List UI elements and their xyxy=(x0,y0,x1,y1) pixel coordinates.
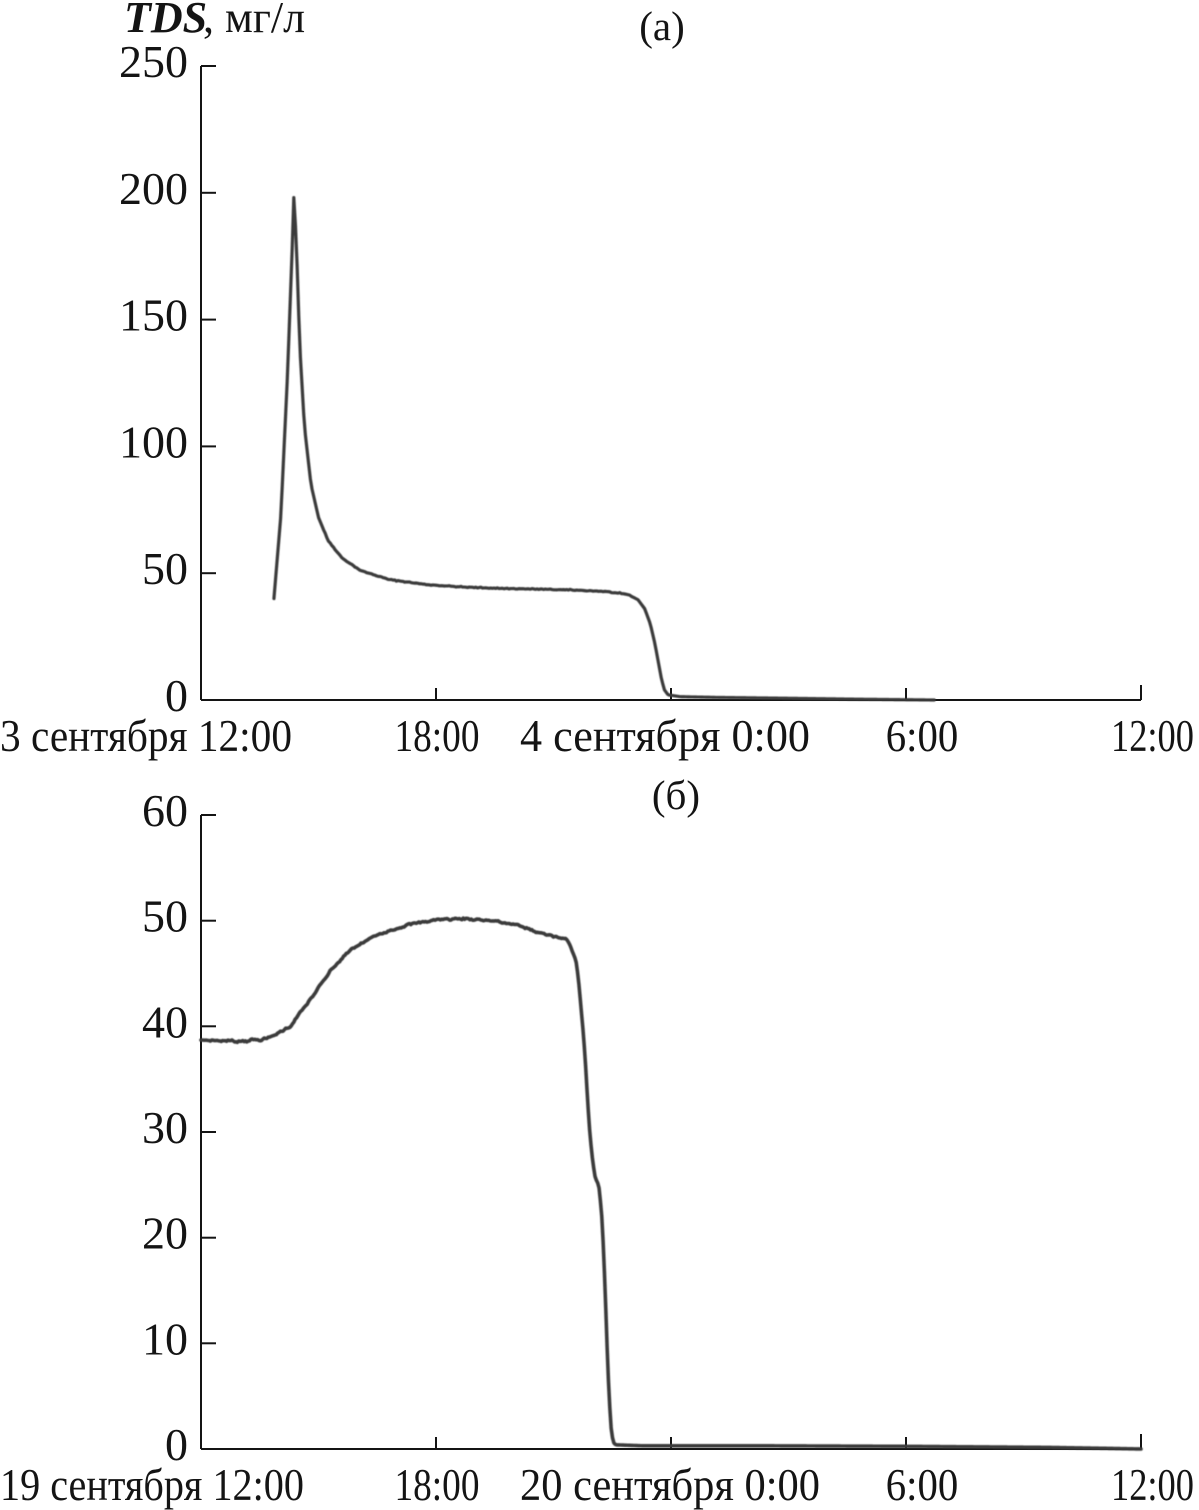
svg-text:100: 100 xyxy=(119,416,188,467)
svg-text:19 сентября 12:00: 19 сентября 12:00 xyxy=(0,1460,304,1510)
svg-text:12:00: 12:00 xyxy=(1111,1460,1194,1510)
svg-text:10: 10 xyxy=(142,1313,188,1364)
svg-text:30: 30 xyxy=(142,1102,188,1153)
svg-text:20: 20 xyxy=(142,1208,188,1259)
svg-text:60: 60 xyxy=(142,785,188,836)
svg-text:(а): (а) xyxy=(639,3,685,49)
svg-text:200: 200 xyxy=(119,163,188,214)
svg-text:, мг/л: , мг/л xyxy=(203,0,305,42)
svg-text:6:00: 6:00 xyxy=(886,1460,959,1510)
svg-text:(б): (б) xyxy=(652,772,700,818)
svg-text:250: 250 xyxy=(119,36,188,87)
svg-text:18:00: 18:00 xyxy=(395,711,480,761)
svg-text:150: 150 xyxy=(119,290,188,341)
svg-text:50: 50 xyxy=(142,543,188,594)
svg-text:50: 50 xyxy=(142,891,188,942)
svg-text:6:00: 6:00 xyxy=(886,711,959,761)
svg-text:20 сентября 0:00: 20 сентября 0:00 xyxy=(520,1460,820,1510)
svg-text:40: 40 xyxy=(142,996,188,1047)
svg-text:3 сентября 12:00: 3 сентября 12:00 xyxy=(0,711,292,761)
svg-text:18:00: 18:00 xyxy=(395,1460,480,1510)
svg-text:4 сентября 0:00: 4 сентября 0:00 xyxy=(520,711,810,761)
svg-text:12:00: 12:00 xyxy=(1111,711,1194,761)
